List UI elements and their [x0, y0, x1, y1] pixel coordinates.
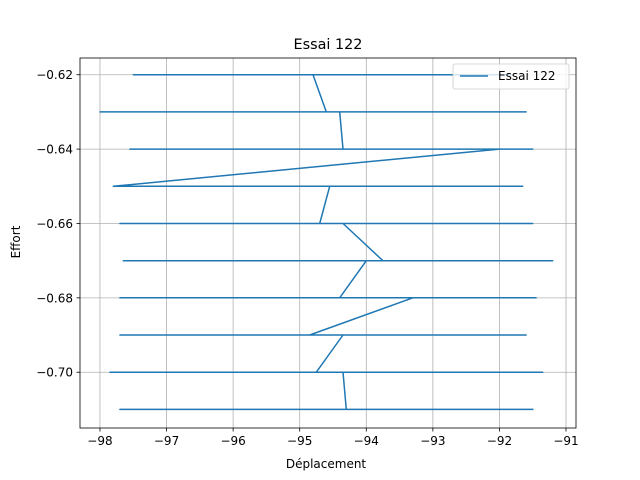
legend-label: Essai 122 — [498, 69, 556, 83]
y-tick-label: −0.68 — [36, 291, 73, 305]
x-tick-label: −93 — [420, 434, 445, 448]
y-tick-label: −0.66 — [36, 217, 73, 231]
y-tick-label: −0.62 — [36, 68, 73, 82]
y-axis-title: Effort — [9, 225, 23, 258]
y-tick-label: −0.70 — [36, 366, 73, 380]
chart-title: Essai 122 — [294, 37, 363, 53]
x-axis-title: Déplacement — [286, 457, 367, 471]
series-line — [99, 73, 554, 411]
x-tick-label: −94 — [354, 434, 379, 448]
x-tick-label: −96 — [220, 434, 245, 448]
x-axis: −98 −97 −96 −95 −94 −93 −92 −91 — [87, 428, 579, 448]
x-tick-label: −91 — [553, 434, 578, 448]
x-tick-label: −92 — [487, 434, 512, 448]
legend: Essai 122 — [452, 63, 570, 90]
y-tick-label: −0.64 — [36, 143, 73, 157]
x-tick-label: −97 — [154, 434, 179, 448]
series-group — [99, 73, 554, 411]
x-tick-label: −98 — [87, 434, 112, 448]
legend-box — [452, 63, 570, 90]
y-axis: −0.62 −0.64 −0.66 −0.68 −0.70 — [36, 68, 80, 380]
x-tick-label: −95 — [287, 434, 312, 448]
plot-frame — [79, 57, 577, 429]
